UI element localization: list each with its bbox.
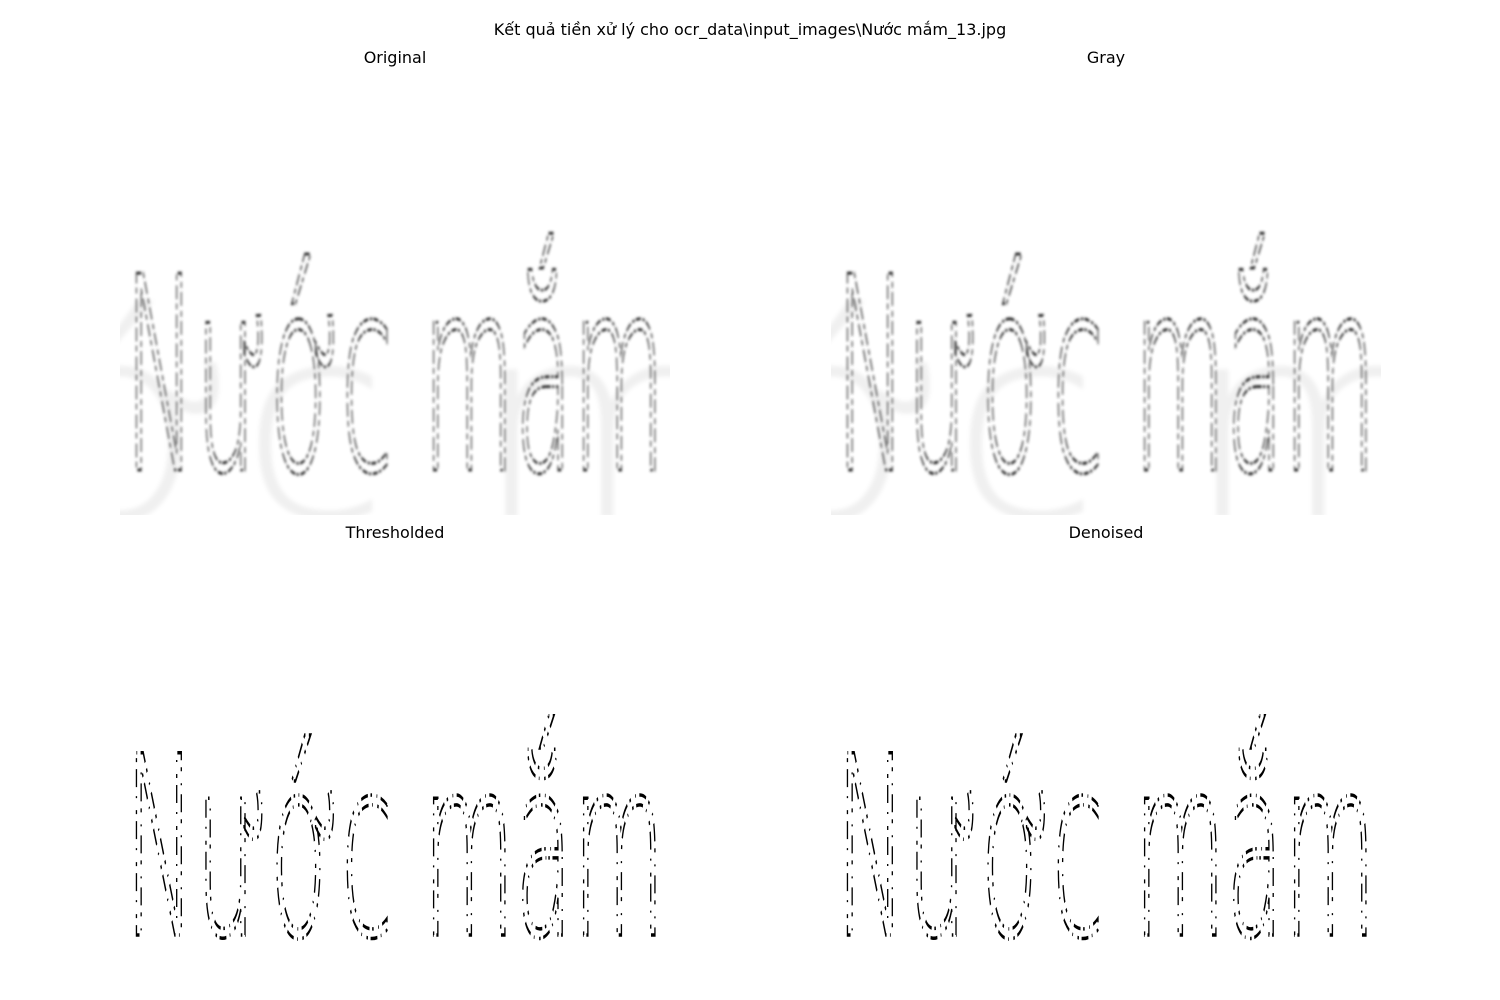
image-panel-gray: Nước mắm Nước mắm [831,175,1381,515]
image-thresholded: Nước mắm [120,690,670,950]
word-text-thresholded: Nước mắm [125,703,665,950]
word-text-gray: Nước mắm [836,219,1376,515]
image-denoised: Nước mắm [831,690,1381,950]
panel-title-thresholded: Thresholded [245,522,545,544]
figure-title: Kết quả tiền xử lý cho ocr_data\input_im… [0,19,1500,41]
image-gray: Nước mắm Nước mắm [831,175,1381,515]
image-panel-original: Nước mắm Nước mắm [120,175,670,515]
word-text-original: Nước mắm [125,219,665,515]
panel-title-gray: Gray [956,47,1256,69]
image-panel-denoised: Nước mắm [831,690,1381,950]
word-text-denoised: Nước mắm [836,703,1376,950]
image-panel-thresholded: Nước mắm [120,690,670,950]
panel-title-original: Original [245,47,545,69]
panel-title-denoised: Denoised [956,522,1256,544]
image-original: Nước mắm Nước mắm [120,175,670,515]
